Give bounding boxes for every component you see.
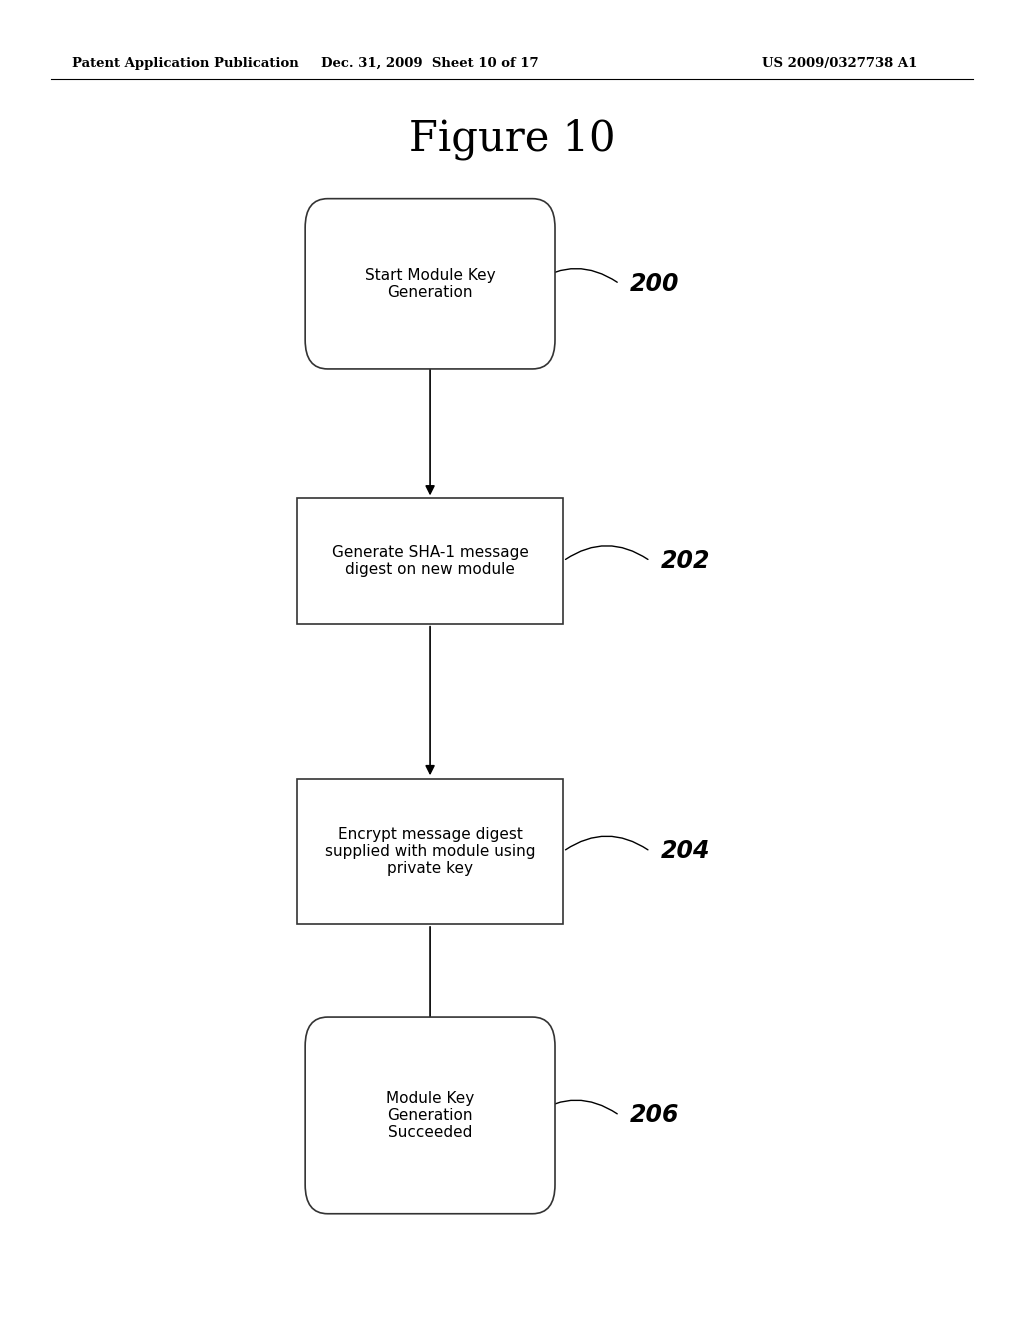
FancyBboxPatch shape [297,779,563,924]
FancyBboxPatch shape [305,1016,555,1214]
Text: 206: 206 [630,1104,679,1127]
Text: US 2009/0327738 A1: US 2009/0327738 A1 [762,57,918,70]
Text: Start Module Key
Generation: Start Module Key Generation [365,268,496,300]
Text: 204: 204 [660,840,710,863]
Text: Encrypt message digest
supplied with module using
private key: Encrypt message digest supplied with mod… [325,826,536,876]
FancyBboxPatch shape [297,499,563,624]
Text: Figure 10: Figure 10 [409,117,615,160]
Text: Generate SHA-1 message
digest on new module: Generate SHA-1 message digest on new mod… [332,545,528,577]
Text: Module Key
Generation
Succeeded: Module Key Generation Succeeded [386,1090,474,1140]
FancyBboxPatch shape [305,198,555,368]
Text: 202: 202 [660,549,710,573]
Text: 200: 200 [630,272,679,296]
Text: Dec. 31, 2009  Sheet 10 of 17: Dec. 31, 2009 Sheet 10 of 17 [322,57,539,70]
Text: Patent Application Publication: Patent Application Publication [72,57,298,70]
